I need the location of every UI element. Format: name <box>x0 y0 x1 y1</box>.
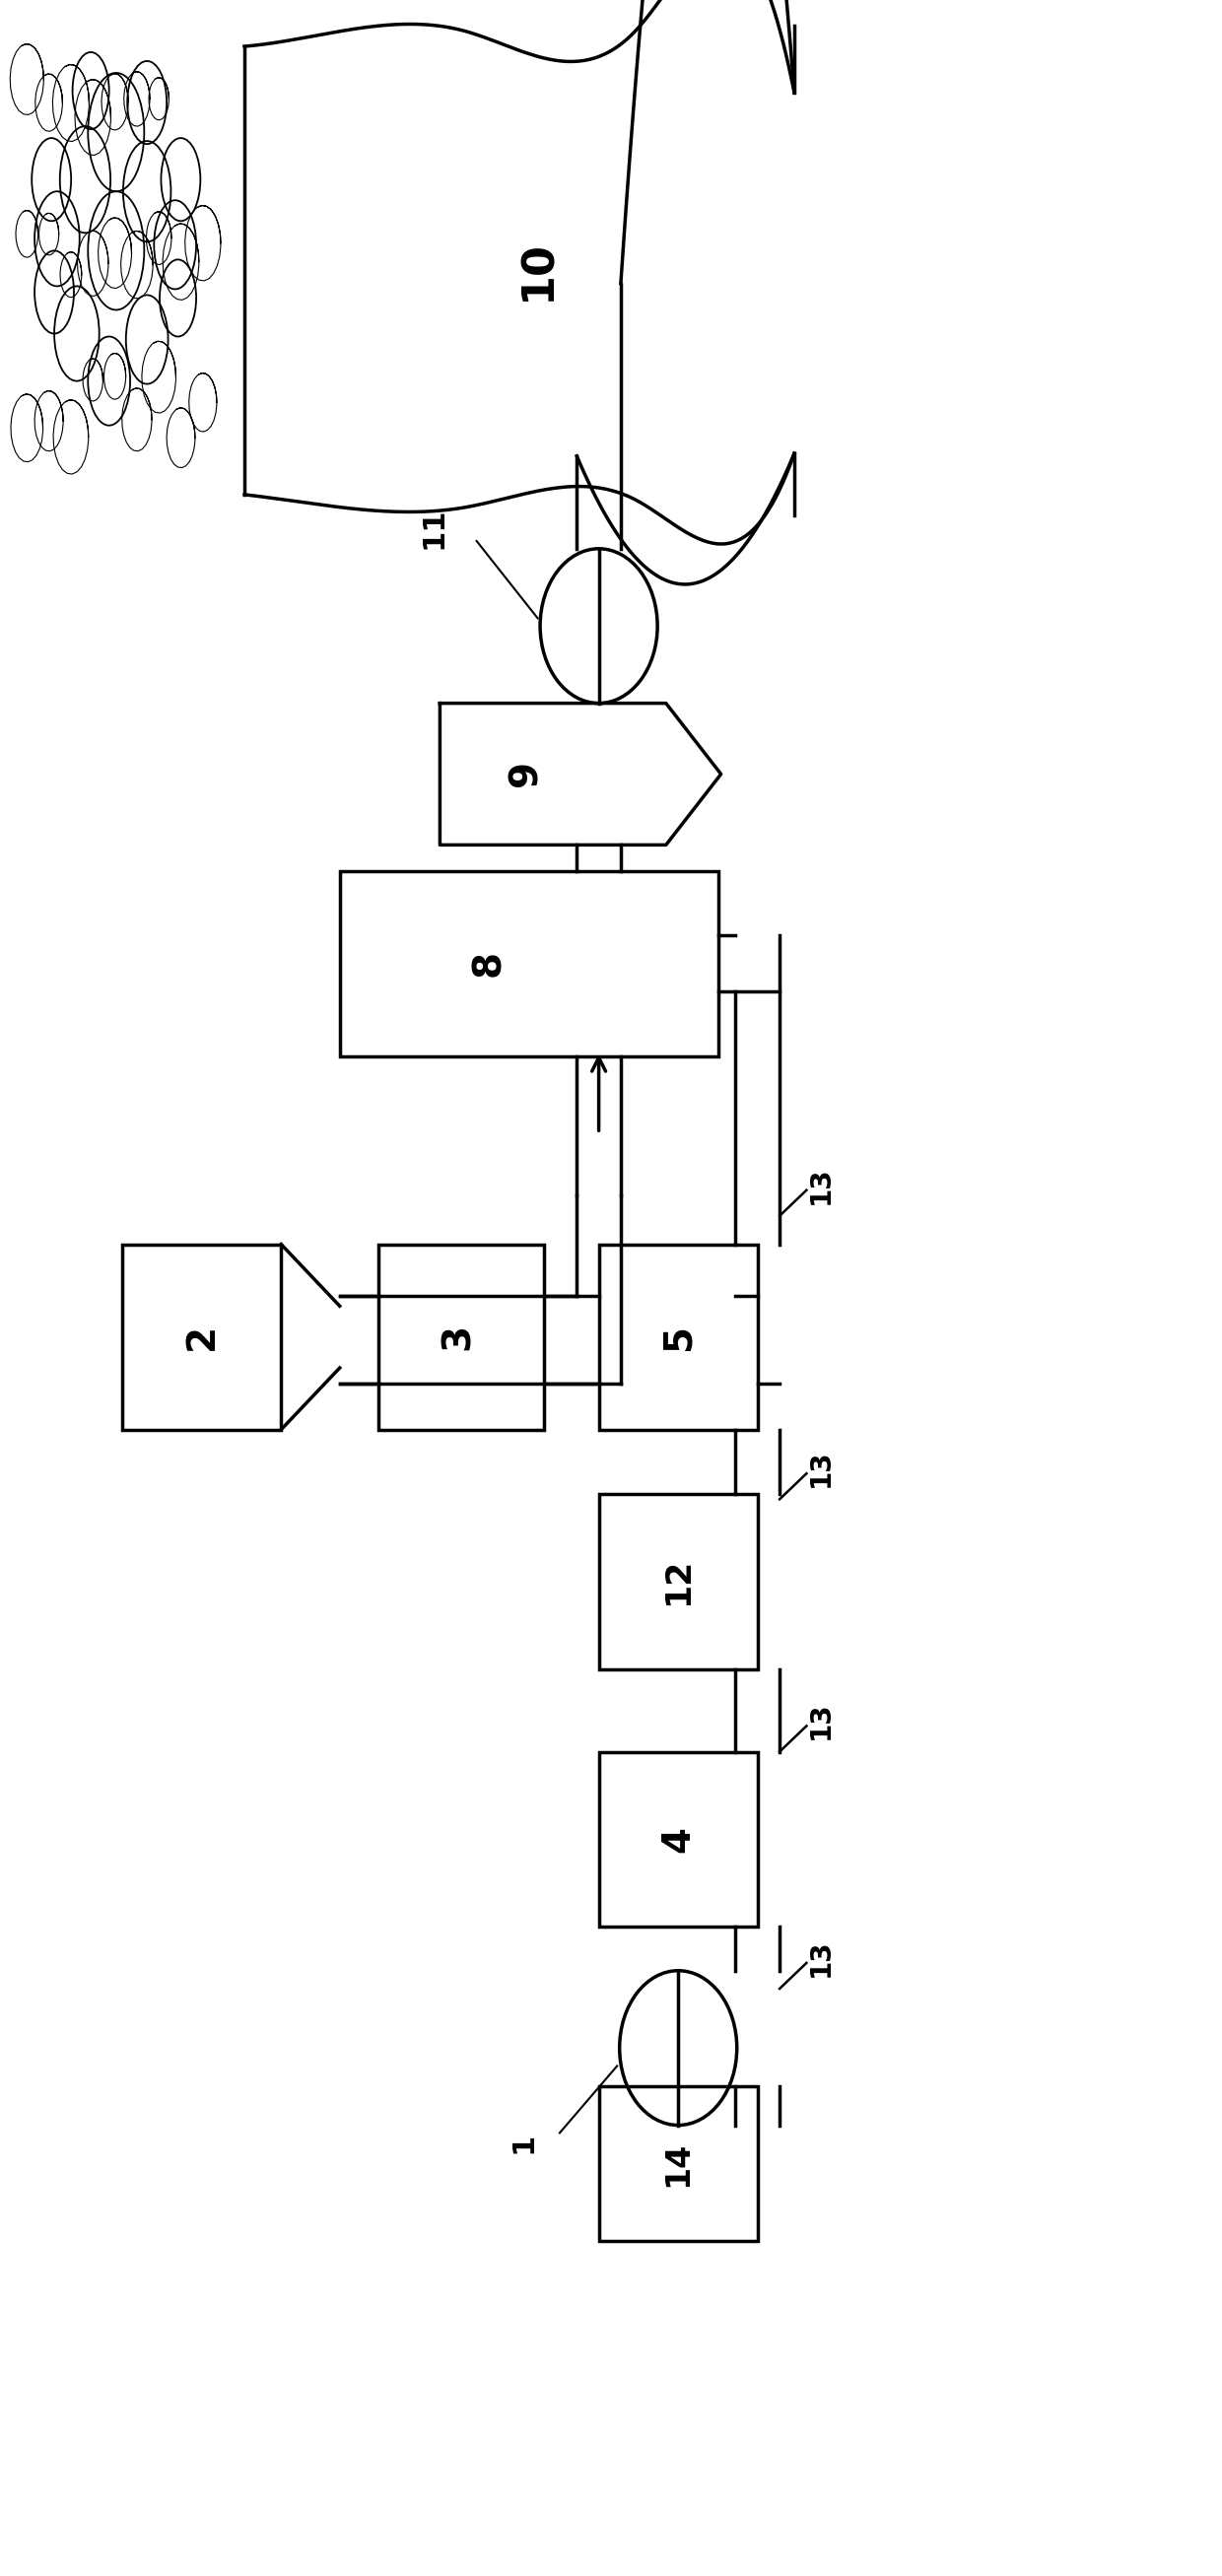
Text: 10: 10 <box>517 240 558 301</box>
Bar <box>122 1244 281 1430</box>
Text: 13: 13 <box>808 1167 835 1203</box>
Text: 11: 11 <box>419 507 448 549</box>
Bar <box>379 1244 544 1430</box>
Text: 8: 8 <box>470 951 507 976</box>
Text: 13: 13 <box>808 1450 835 1486</box>
Text: 3: 3 <box>440 1324 477 1350</box>
Bar <box>599 1752 758 1927</box>
Text: 9: 9 <box>507 760 544 786</box>
Text: 13: 13 <box>808 1703 835 1739</box>
Text: 12: 12 <box>661 1558 695 1605</box>
Text: 5: 5 <box>660 1324 697 1350</box>
Text: 2: 2 <box>183 1324 220 1350</box>
Bar <box>599 1494 758 1669</box>
Bar <box>340 871 719 1056</box>
Bar <box>599 1244 758 1430</box>
Bar <box>599 2087 758 2241</box>
Text: 13: 13 <box>808 1940 835 1976</box>
Text: 14: 14 <box>662 2141 694 2187</box>
Text: 1: 1 <box>508 2133 538 2154</box>
Text: 4: 4 <box>660 1826 697 1852</box>
